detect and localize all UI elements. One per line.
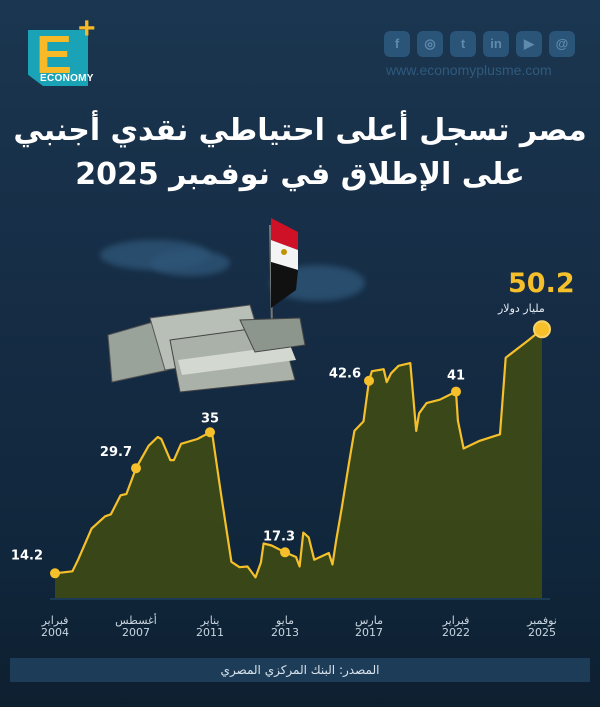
x-tick-month: مايو [276, 614, 294, 627]
x-tick-year: 2013 [271, 626, 299, 639]
economy-plus-logo: E + ECONOMY [26, 14, 96, 88]
x-tick-month: فبراير [41, 614, 69, 627]
title-line-2: على الإطلاق في نوفمبر 2025 [75, 157, 525, 192]
cloud-decoration [150, 250, 230, 276]
data-label: 41 [447, 369, 465, 384]
x-tick-year: 2025 [528, 626, 556, 639]
data-label: 17.3 [263, 529, 295, 544]
facebook-icon[interactable]: f [384, 31, 410, 57]
x-tick-label: مارس 2017 [334, 615, 404, 639]
data-label: 42.6 [329, 367, 361, 382]
money-stacks-icon [107, 304, 306, 393]
data-point-marker [364, 375, 374, 386]
x-axis-line [50, 598, 550, 600]
twitter-icon[interactable]: t [450, 31, 476, 57]
data-point-marker [50, 568, 60, 579]
data-point-marker [205, 427, 215, 438]
title-line-1: مصر تسجل أعلى احتياطي نقدي أجنبي [13, 113, 587, 148]
x-tick-label: يناير 2011 [175, 615, 245, 639]
data-point-marker [451, 386, 461, 397]
series-line [54, 328, 543, 579]
x-tick-month: يناير [200, 614, 220, 627]
instagram-icon[interactable]: ◎ [417, 31, 443, 57]
x-tick-month: فبراير [442, 614, 470, 627]
x-tick-year: 2007 [122, 626, 150, 639]
linkedin-icon[interactable]: in [483, 31, 509, 57]
latest-value-label: 50.2 [508, 268, 575, 299]
x-tick-label: مايو 2013 [250, 615, 320, 639]
x-tick-month: مارس [355, 614, 383, 627]
egypt-flag-icon [269, 218, 298, 331]
x-tick-label: أغسطس 2007 [101, 615, 171, 639]
x-tick-month: أغسطس [115, 614, 157, 627]
x-tick-year: 2004 [41, 626, 69, 639]
x-tick-label: فبراير 2022 [421, 615, 491, 639]
data-point-marker [533, 320, 551, 339]
data-label: 14.2 [11, 548, 43, 563]
x-tick-year: 2022 [442, 626, 470, 639]
youtube-icon[interactable]: ▶ [516, 31, 542, 57]
data-label: 29.7 [100, 445, 132, 460]
threads-icon[interactable]: @ [549, 31, 575, 57]
x-tick-year: 2011 [196, 626, 224, 639]
data-label: 35 [201, 411, 219, 426]
x-tick-label: نوفمبر 2025 [507, 615, 577, 639]
data-point-marker [131, 463, 141, 474]
x-tick-month: نوفمبر [527, 614, 557, 627]
source-bar: المصدر: البنك المركزي المصري [10, 658, 590, 682]
area-fill [55, 329, 542, 598]
data-point-marker [280, 547, 290, 558]
x-tick-year: 2017 [355, 626, 383, 639]
website-url[interactable]: www.economyplusme.com [386, 62, 552, 78]
x-tick-label: فبراير 2004 [20, 615, 90, 639]
social-links: f ◎ t in ▶ @ [384, 31, 575, 57]
unit-label: مليار دولار [498, 302, 545, 315]
